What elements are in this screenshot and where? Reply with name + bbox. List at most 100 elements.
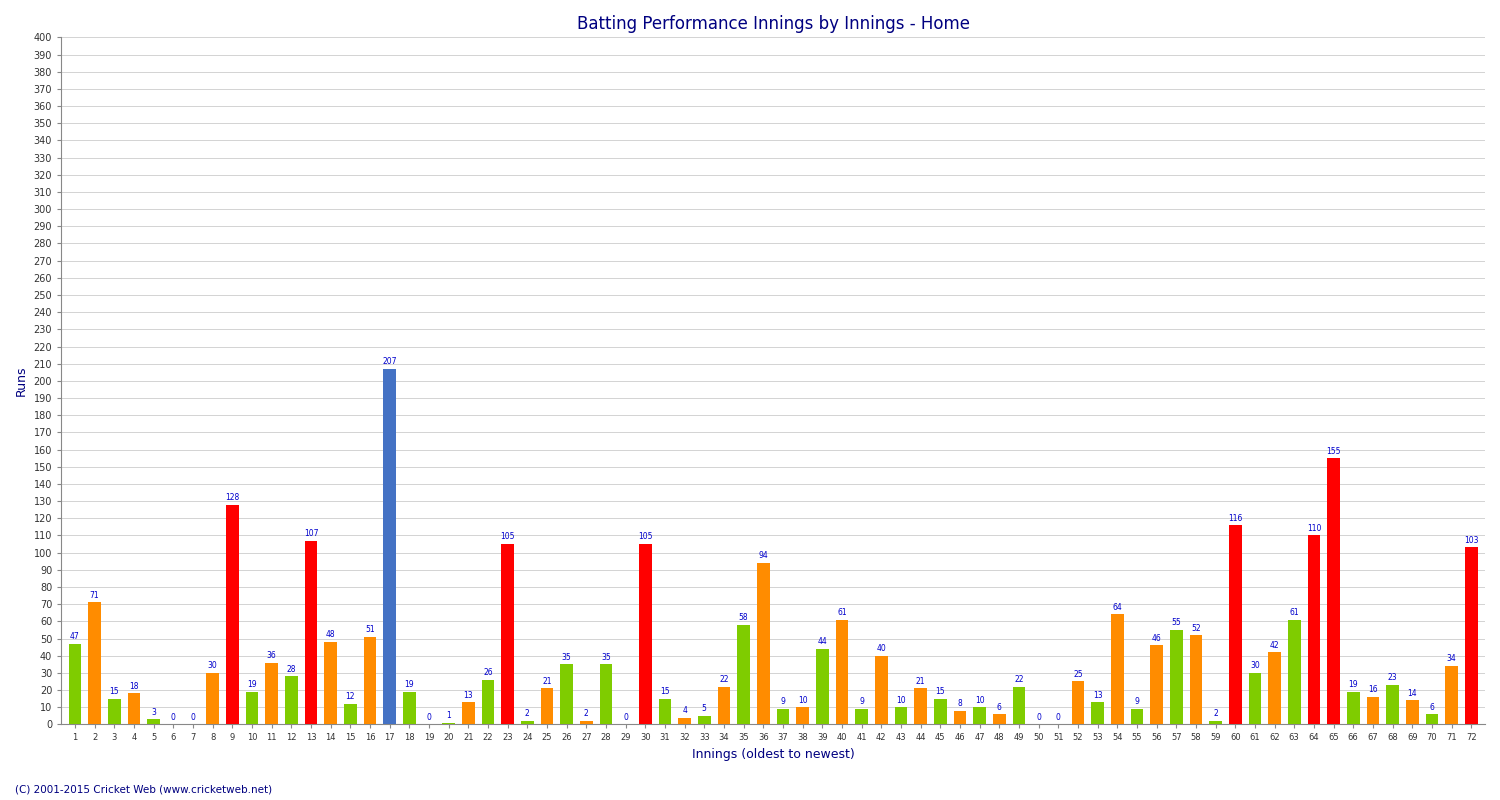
Bar [266, 662, 278, 725]
Text: 28: 28 [286, 665, 296, 674]
Bar [894, 707, 908, 725]
Bar [69, 644, 81, 725]
Text: 21: 21 [542, 677, 552, 686]
Bar [520, 721, 534, 725]
Bar [974, 707, 986, 725]
Bar [206, 673, 219, 725]
Text: (C) 2001-2015 Cricket Web (www.cricketweb.net): (C) 2001-2015 Cricket Web (www.cricketwe… [15, 784, 272, 794]
Bar [382, 369, 396, 725]
Text: 15: 15 [660, 687, 670, 696]
Bar [777, 709, 789, 725]
Text: 207: 207 [382, 358, 398, 366]
Bar [1190, 635, 1203, 725]
Text: 71: 71 [90, 591, 99, 600]
Text: 110: 110 [1306, 524, 1322, 533]
Bar [1209, 721, 1222, 725]
Bar [580, 721, 592, 725]
Text: 107: 107 [303, 529, 318, 538]
Bar [855, 709, 868, 725]
Bar [1308, 535, 1320, 725]
Text: 13: 13 [464, 690, 472, 699]
Y-axis label: Runs: Runs [15, 366, 28, 396]
Text: 42: 42 [1270, 641, 1280, 650]
Text: 52: 52 [1191, 623, 1200, 633]
Text: 35: 35 [561, 653, 572, 662]
Bar [758, 563, 770, 725]
Bar [1425, 714, 1438, 725]
Bar [226, 505, 238, 725]
Bar [993, 714, 1005, 725]
Text: 12: 12 [345, 692, 355, 702]
Text: 1: 1 [446, 711, 452, 720]
Bar [501, 544, 515, 725]
Text: 0: 0 [1056, 713, 1060, 722]
Text: 16: 16 [1368, 686, 1377, 694]
Text: 10: 10 [896, 696, 906, 705]
Text: 34: 34 [1446, 654, 1456, 663]
Bar [796, 707, 808, 725]
Text: 44: 44 [818, 638, 827, 646]
Text: 9: 9 [1134, 698, 1140, 706]
Text: 46: 46 [1152, 634, 1161, 643]
Text: 47: 47 [70, 632, 80, 641]
Bar [246, 692, 258, 725]
Bar [285, 676, 297, 725]
Bar [836, 620, 849, 725]
Text: 103: 103 [1464, 536, 1479, 545]
Text: 9: 9 [859, 698, 864, 706]
Text: 116: 116 [1228, 514, 1242, 522]
Bar [1386, 685, 1400, 725]
Bar [698, 716, 711, 725]
Text: 14: 14 [1407, 689, 1418, 698]
Bar [954, 710, 966, 725]
Bar [88, 602, 101, 725]
Text: 64: 64 [1113, 603, 1122, 612]
Bar [462, 702, 474, 725]
Text: 36: 36 [267, 651, 276, 660]
Bar [717, 686, 730, 725]
Bar [363, 637, 376, 725]
Text: 51: 51 [364, 626, 375, 634]
Text: 6: 6 [998, 702, 1002, 711]
Bar [914, 688, 927, 725]
Bar [304, 541, 318, 725]
Text: 30: 30 [209, 662, 218, 670]
Text: 94: 94 [759, 551, 768, 560]
Bar [658, 698, 672, 725]
Text: 55: 55 [1172, 618, 1180, 627]
Text: 13: 13 [1094, 690, 1102, 699]
Text: 35: 35 [602, 653, 610, 662]
Text: 26: 26 [483, 668, 494, 677]
Text: 19: 19 [405, 680, 414, 690]
Text: 2: 2 [525, 710, 530, 718]
Bar [128, 694, 141, 725]
Text: 155: 155 [1326, 446, 1341, 455]
Text: 25: 25 [1072, 670, 1083, 679]
Text: 21: 21 [916, 677, 926, 686]
Bar [540, 688, 554, 725]
Bar [1466, 547, 1478, 725]
Bar [1013, 686, 1026, 725]
Bar [1090, 702, 1104, 725]
Bar [1444, 666, 1458, 725]
Bar [1248, 673, 1262, 725]
Bar [1268, 652, 1281, 725]
Text: 58: 58 [740, 614, 748, 622]
Bar [344, 704, 357, 725]
Text: 15: 15 [110, 687, 118, 696]
Text: 8: 8 [957, 699, 963, 708]
Bar [147, 719, 160, 725]
Text: 128: 128 [225, 493, 240, 502]
Bar [324, 642, 338, 725]
Bar [1071, 682, 1084, 725]
Bar [1150, 646, 1162, 725]
Text: 30: 30 [1250, 662, 1260, 670]
Bar [404, 692, 416, 725]
Text: 0: 0 [622, 713, 628, 722]
Text: 23: 23 [1388, 674, 1398, 682]
Bar [1170, 630, 1182, 725]
Bar [1406, 700, 1419, 725]
Bar [736, 625, 750, 725]
Text: 19: 19 [248, 680, 256, 690]
Bar [560, 664, 573, 725]
